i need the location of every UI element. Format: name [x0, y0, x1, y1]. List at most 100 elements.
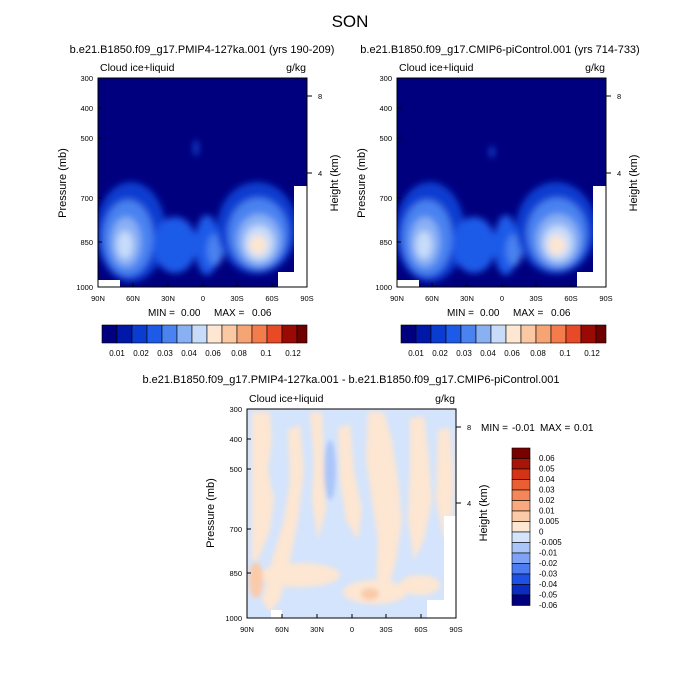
colorbar-box [266, 324, 283, 344]
colorbar-label: -0.05 [539, 591, 558, 600]
colorbar-label: 0.03 [539, 486, 555, 495]
positive-anomaly [310, 412, 326, 540]
colorbar-label: 0.06 [205, 349, 221, 358]
min-label: MIN = [148, 308, 175, 319]
colorbar-box [595, 324, 607, 344]
y-axis-left: 300 400 500 700 850 1000 [225, 405, 251, 623]
x-tick-label: 0 [500, 294, 504, 303]
colorbar-box [445, 324, 462, 344]
contour-field [98, 78, 307, 287]
colorbar-box [430, 324, 447, 344]
sh-lower-cloud [548, 235, 566, 255]
y-axis-right-title: Height (km) [478, 485, 490, 542]
y-tick-label: 300 [80, 74, 93, 83]
positive-anomaly [252, 412, 274, 560]
colorbar-box [206, 324, 223, 344]
colorbar: 0.01 0.02 0.03 0.04 0.06 0.08 0.1 0.12 [101, 324, 308, 358]
y-tick-label: 400 [229, 435, 242, 444]
colorbar-label: 0.04 [181, 349, 197, 358]
colorbar-box [236, 324, 253, 344]
y-right-tick-label: 8 [318, 92, 322, 101]
colorbar-box [116, 324, 133, 344]
colorbar-label: 0.005 [539, 517, 560, 526]
colorbar-label: 0.01 [109, 349, 125, 358]
colorbar-box [511, 500, 531, 512]
x-tick-label: 90N [240, 625, 254, 634]
colorbar-box [296, 324, 308, 344]
colorbar-box [281, 324, 298, 344]
x-tick-label: 0 [350, 625, 354, 634]
min-label: MIN = [481, 423, 508, 434]
colorbar-box [580, 324, 597, 344]
colorbar-label: 0 [539, 528, 544, 537]
colorbar-box [490, 324, 507, 344]
colorbar-box [511, 489, 531, 501]
units-label: g/kg [435, 393, 455, 405]
x-tick-label: 30N [460, 294, 474, 303]
topography-mask [593, 186, 606, 287]
colorbar-label: 0.04 [480, 349, 496, 358]
colorbar-box [511, 468, 531, 480]
topography-mask [397, 280, 419, 287]
positive-anomaly [260, 563, 340, 587]
colorbar-label: -0.06 [539, 601, 558, 610]
colorbar-label: -0.04 [539, 580, 558, 589]
nh-lower-cloud [117, 231, 133, 259]
colorbar-box [565, 324, 582, 344]
max-label: MAX = [214, 308, 244, 319]
colorbar-label: 0.01 [408, 349, 424, 358]
colorbar-label: 0.02 [133, 349, 149, 358]
topography-mask [294, 186, 307, 287]
y-axis-right: 8 4 [456, 423, 471, 508]
units-label: g/kg [286, 62, 306, 74]
x-tick-label: 60N [126, 294, 140, 303]
contour-shading [98, 140, 297, 282]
min-value: -0.01 [512, 423, 535, 434]
x-tick-label: 30S [529, 294, 542, 303]
y-axis-title: Pressure (mb) [205, 478, 217, 548]
colorbar-box [131, 324, 148, 344]
colorbar-box [511, 447, 531, 459]
upper-trace [194, 140, 198, 156]
colorbar-label: 0.05 [539, 465, 555, 474]
x-tick-label: 60S [265, 294, 278, 303]
x-tick-label: 30N [310, 625, 324, 634]
colorbar-box [511, 584, 531, 596]
y-tick-label: 300 [379, 74, 392, 83]
x-tick-label: 30S [379, 625, 392, 634]
variable-label: Cloud ice+liquid [100, 62, 175, 74]
positive-anomaly [436, 428, 454, 540]
nh-lower-cloud [416, 231, 432, 259]
colorbar-box [460, 324, 477, 344]
colorbar-label: -0.01 [539, 549, 558, 558]
y-axis-title: Pressure (mb) [356, 148, 368, 218]
colorbar-label: 0.1 [260, 349, 272, 358]
colorbar-label: 0.06 [504, 349, 520, 358]
colorbar-box [415, 324, 432, 344]
colorbar-box [101, 324, 118, 344]
figure-title: SON [332, 12, 369, 31]
y-tick-label: 400 [80, 104, 93, 113]
stats-text: MIN = 0.00 MAX = 0.06 [148, 308, 272, 319]
max-label: MAX = [540, 423, 570, 434]
colorbar-label: -0.005 [539, 538, 562, 547]
y-axis-left: 300 400 500 700 850 1000 [375, 74, 401, 292]
colorbar-label: 0.02 [432, 349, 448, 358]
min-value: 0.00 [480, 308, 500, 319]
y-right-tick-label: 4 [318, 169, 322, 178]
colorbar-label: 0.02 [539, 496, 555, 505]
colorbar-box [191, 324, 208, 344]
x-tick-label: 0 [201, 294, 205, 303]
colorbar-box [535, 324, 552, 344]
variable-label: Cloud ice+liquid [249, 393, 324, 405]
contour-shading [397, 146, 596, 282]
y-tick-label: 500 [379, 134, 392, 143]
topography-mask [271, 610, 282, 618]
x-axis: 90N 60N 30N 0 30S 60S 90S [91, 283, 314, 303]
positive-anomaly [400, 575, 440, 595]
panel-title: b.e21.B1850.f09_g17.PMIP4-127ka.001 - b.… [142, 374, 559, 386]
y-tick-label: 500 [229, 465, 242, 474]
strong-positive [361, 588, 379, 600]
panel-title: b.e21.B1850.f09_g17.CMIP6-piControl.001 … [360, 44, 639, 56]
y-tick-label: 700 [80, 194, 93, 203]
